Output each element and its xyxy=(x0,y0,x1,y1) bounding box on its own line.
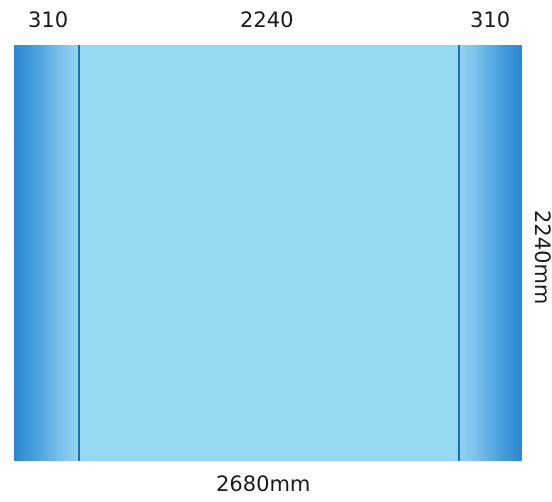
right-side-panel xyxy=(459,45,522,461)
left-divider-line xyxy=(78,45,80,461)
total-width-label: 2680mm xyxy=(216,474,310,495)
left-side-panel xyxy=(14,45,79,461)
center-section-width-label: 2240 xyxy=(240,10,293,31)
height-label: 2240mm xyxy=(531,210,552,304)
center-panel xyxy=(79,45,459,461)
right-section-width-label: 310 xyxy=(470,10,510,31)
panel-diagram xyxy=(14,45,522,461)
right-divider-line xyxy=(458,45,460,461)
left-section-width-label: 310 xyxy=(28,10,68,31)
